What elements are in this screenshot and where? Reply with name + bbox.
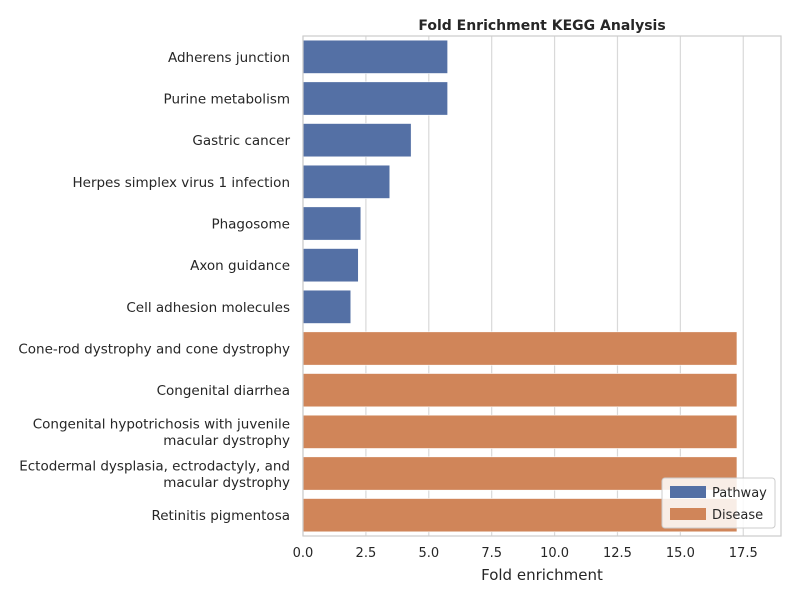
x-tick-label: 7.5	[481, 546, 502, 561]
plot-area	[303, 36, 781, 536]
legend-swatch-disease	[670, 508, 706, 520]
y-tick-label: Gastric cancer	[192, 133, 290, 149]
bar-pathway	[302, 123, 412, 158]
x-tick-labels: 0.0 2.5 5.0 7.5 10.0 12.5 15.0 17.5	[293, 546, 758, 561]
bar-disease	[302, 331, 738, 366]
y-tick-label: Purine metabolism	[164, 92, 290, 108]
y-tick-label: Herpes simplex virus 1 infection	[72, 175, 290, 191]
y-tick-labels: Adherens junction Purine metabolism Gastri…	[18, 50, 290, 524]
x-tick-label: 17.5	[729, 546, 758, 561]
bar-pathway	[302, 39, 448, 74]
bar-disease	[302, 373, 738, 408]
y-tick-label: Congenital hypotrichosis with juvenile ma…	[33, 417, 290, 450]
legend-label-disease: Disease	[712, 508, 763, 523]
y-tick-label: Axon guidance	[190, 258, 290, 274]
chart-title: Fold Enrichment KEGG Analysis	[418, 18, 665, 34]
bar-layer	[302, 39, 738, 533]
x-tick-label: 0.0	[293, 546, 314, 561]
legend: Pathway Disease	[661, 477, 776, 529]
plot-frame	[302, 35, 782, 537]
legend-swatch-pathway	[670, 486, 706, 498]
bar-pathway	[302, 81, 448, 116]
y-tick-label: Congenital diarrhea	[157, 383, 290, 399]
y-tick-label: Cone-rod dystrophy and cone dystrophy	[18, 342, 290, 358]
x-tick-label: 15.0	[666, 546, 695, 561]
y-tick-label: Cell adhesion molecules	[126, 300, 290, 316]
y-tick-label: Ectodermal dysplasia, ectrodactyly, and m…	[19, 458, 290, 491]
x-tick-label: 5.0	[418, 546, 439, 561]
bar-disease	[302, 414, 738, 449]
bar-pathway	[302, 289, 352, 324]
y-tick-label: Phagosome	[211, 217, 290, 233]
y-tick-label: Retinitis pigmentosa	[151, 508, 290, 524]
x-axis-label: Fold enrichment	[481, 566, 603, 584]
bar-pathway	[302, 206, 362, 241]
x-tick-label: 10.0	[540, 546, 569, 561]
y-tick-label: Adherens junction	[168, 50, 290, 66]
bar-pathway	[302, 248, 359, 283]
legend-label-pathway: Pathway	[712, 486, 767, 501]
bar-pathway	[302, 164, 391, 199]
x-tick-label: 2.5	[356, 546, 377, 561]
x-tick-label: 12.5	[603, 546, 632, 561]
